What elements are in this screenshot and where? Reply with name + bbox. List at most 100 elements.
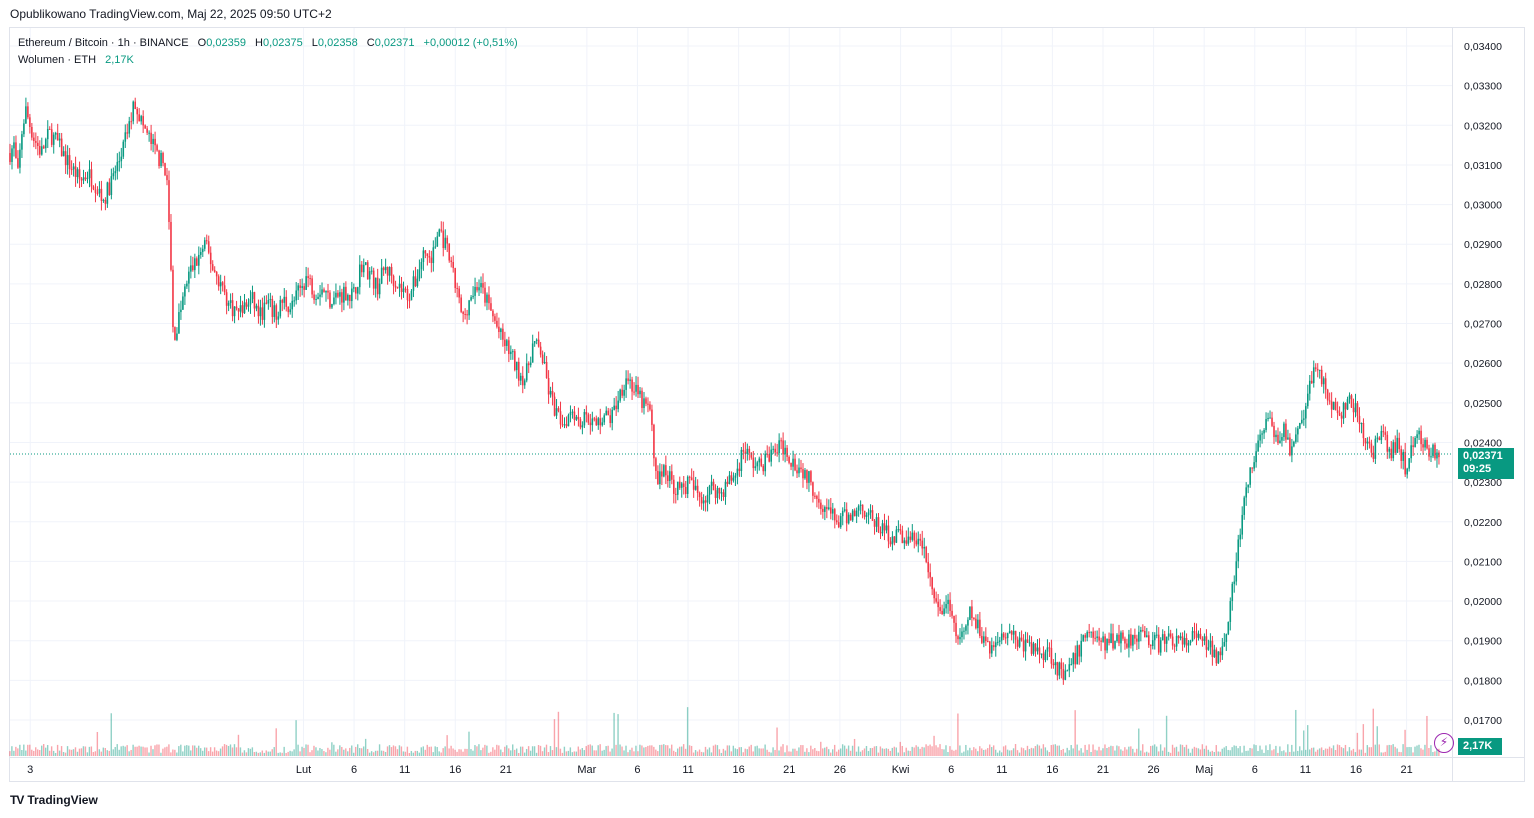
candle-body [845, 509, 848, 524]
volume-bar [748, 746, 750, 756]
volume-bar [106, 750, 108, 756]
candle-body [533, 340, 536, 344]
volume-bar [1305, 749, 1307, 756]
volume-bar [1209, 751, 1212, 756]
candle-body [1130, 634, 1132, 646]
volume-bar [172, 749, 174, 756]
volume-bar [599, 744, 601, 756]
candle-body [680, 483, 683, 488]
volume-bar [190, 750, 192, 756]
candle-body [597, 418, 600, 426]
symbol-title[interactable]: Ethereum / Bitcoin · 1h · BINANCE [18, 37, 189, 49]
volume-bar [217, 751, 220, 756]
volume-bar [1247, 750, 1249, 756]
candle-body [452, 262, 454, 269]
candle-body [1324, 378, 1327, 390]
volume-bar [1265, 745, 1267, 756]
volume-bar [730, 751, 733, 756]
candle-body [233, 306, 236, 317]
candle-body [225, 292, 228, 306]
volume-bar [1213, 751, 1215, 756]
volume-bar [1424, 744, 1426, 756]
candle-body [810, 471, 812, 483]
candle-body [1064, 670, 1067, 680]
volume-bar [623, 750, 625, 756]
volume-bar [577, 746, 580, 756]
candle-body [217, 276, 220, 287]
lightning-icon[interactable]: ⚡ [1434, 733, 1454, 753]
volume-bar [422, 746, 424, 756]
candle-body [434, 246, 437, 248]
candle-body [213, 269, 216, 272]
tradingview-brand[interactable]: TV TradingView [10, 793, 98, 807]
candle-body [690, 477, 693, 481]
candle-body [1169, 633, 1172, 637]
candle-body [92, 186, 95, 190]
candle-body [347, 294, 349, 301]
volume-bar [27, 744, 29, 756]
volume-bar [541, 751, 544, 756]
volume-bar [1306, 725, 1309, 756]
volume-bar [514, 749, 516, 756]
candle-body [1346, 399, 1349, 410]
volume-bar [843, 745, 846, 756]
candle-body [351, 288, 353, 302]
volume-bars [9, 707, 1440, 756]
candle-body [66, 155, 69, 166]
candle-body [1237, 539, 1240, 562]
candle-body [601, 422, 604, 426]
candle-body [1157, 634, 1160, 653]
candle-body [1390, 448, 1393, 459]
candle-body [1068, 664, 1071, 671]
candle-body [943, 608, 945, 615]
candle-body [816, 496, 818, 499]
candle-body [1088, 632, 1090, 634]
volume-bar [283, 746, 285, 756]
candle-body [422, 250, 425, 262]
volume-bar [1221, 748, 1223, 756]
volume-bar [861, 750, 864, 756]
volume-bar [587, 744, 589, 756]
candle-body [893, 536, 896, 543]
candle-body [406, 288, 409, 301]
candle-body [800, 467, 802, 470]
candle-body [901, 530, 904, 544]
volume-bar [680, 746, 683, 756]
volume-bar [1326, 748, 1329, 756]
volume-bar [1122, 750, 1124, 756]
volume-bar [201, 750, 204, 756]
candle-body [502, 328, 504, 340]
candle-body [1384, 432, 1387, 435]
candle-body [444, 237, 447, 249]
candle-body [182, 296, 184, 310]
volume-bar [1348, 747, 1351, 756]
volume-bar [889, 750, 892, 756]
candle-body [339, 292, 341, 297]
candle-body [822, 508, 824, 512]
candle-body [64, 151, 67, 166]
candle-body [186, 283, 188, 287]
volume-bar [19, 744, 21, 756]
candle-body [903, 540, 906, 544]
volume-bar [1356, 732, 1359, 756]
candle-body [464, 314, 466, 316]
volume-bar [406, 746, 409, 756]
volume-bar [804, 751, 806, 756]
candle-body [398, 283, 401, 288]
volume-bar [979, 746, 981, 756]
candle-body [987, 641, 989, 643]
candle-body [102, 199, 105, 201]
candle-body [166, 175, 168, 181]
volume-label[interactable]: Wolumen · ETH [18, 54, 97, 66]
volume-bar [345, 748, 347, 756]
candle-body [132, 101, 135, 122]
candle-body [21, 134, 23, 150]
volume-bar [259, 752, 262, 756]
volume-bar [820, 741, 822, 756]
volume-bar [337, 749, 339, 756]
candle-body [458, 288, 460, 298]
candle-body [778, 440, 780, 454]
volume-bar [1392, 744, 1394, 756]
candle-body [1006, 633, 1009, 639]
